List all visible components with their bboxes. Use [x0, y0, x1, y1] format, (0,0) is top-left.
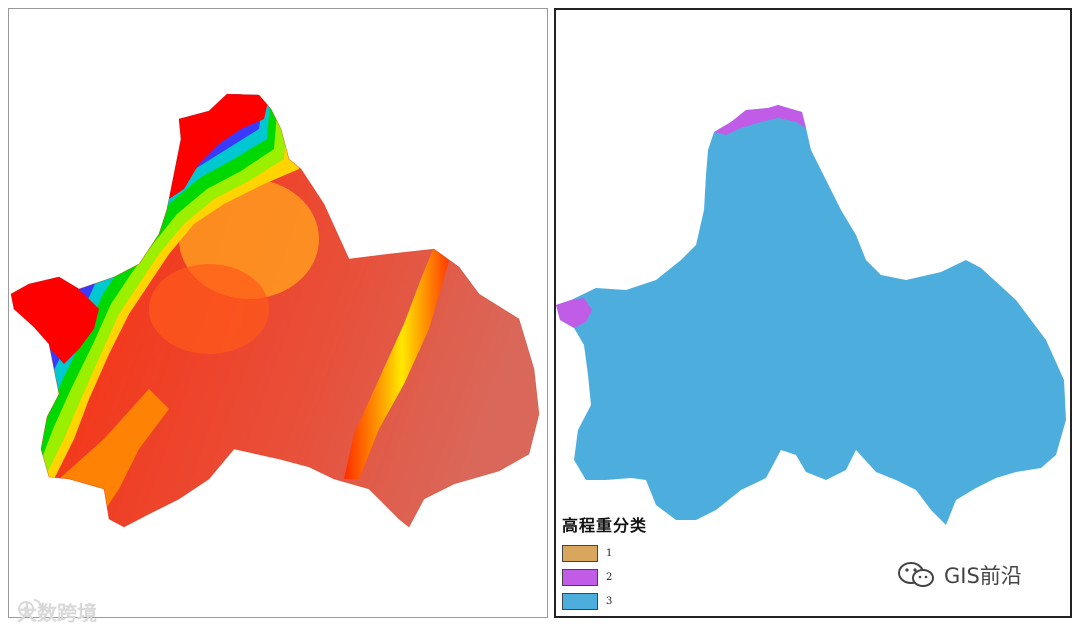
elevation-map — [10, 93, 540, 528]
watermark-right: GIS前沿 — [896, 560, 1022, 590]
legend-label: 1 — [606, 547, 613, 559]
legend-item: 3 — [562, 590, 647, 612]
watermark-right-text: GIS前沿 — [944, 564, 1022, 588]
reclass-map — [556, 105, 1066, 525]
wechat-logo-icon — [898, 562, 934, 587]
legend-swatch — [562, 592, 598, 610]
legend-title: 高程重分类 — [562, 516, 648, 535]
reclass-map-panel: 高程重分类 1 2 3 — [554, 8, 1072, 618]
class2-region-west — [556, 298, 592, 328]
legend-item: 1 — [562, 542, 647, 564]
legend-label: 2 — [606, 571, 613, 583]
class2-region-north — [714, 105, 806, 135]
legend-swatch — [562, 544, 598, 562]
legend-label: 3 — [606, 595, 613, 607]
legend-swatch — [562, 568, 598, 586]
class3-region — [556, 105, 1066, 525]
legend-item: 2 — [562, 566, 647, 588]
elevation-map-panel: 大数跨境 — [8, 8, 548, 625]
elevation-raster — [11, 94, 539, 527]
watermark-left-text: 大数跨境 — [17, 601, 97, 625]
watermark-left: 大数跨境 — [17, 597, 97, 626]
weibo-logo-icon — [18, 599, 42, 617]
legend: 高程重分类 1 2 3 — [562, 512, 647, 614]
